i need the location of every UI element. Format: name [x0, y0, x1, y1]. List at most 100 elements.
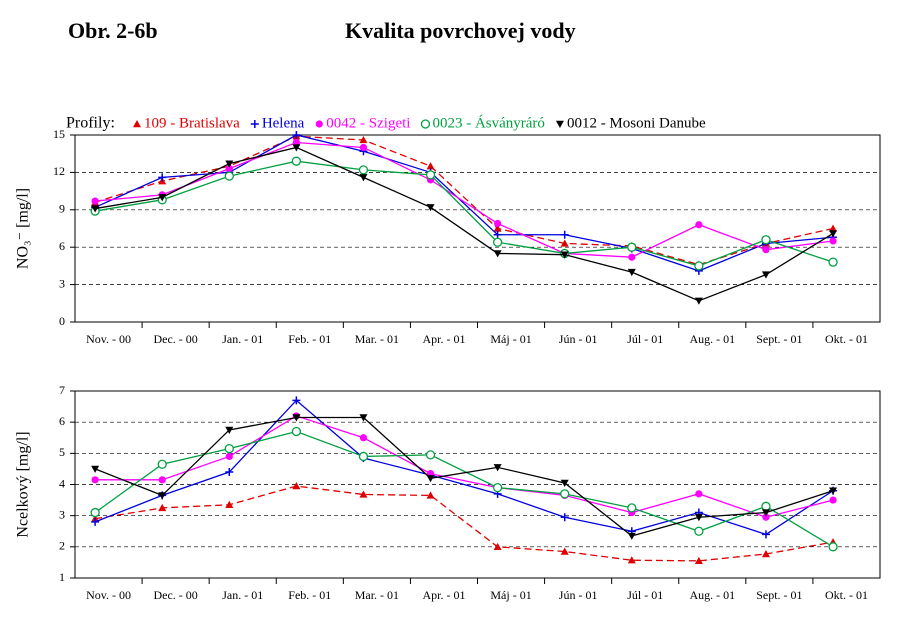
series-line	[95, 146, 834, 302]
marker	[762, 513, 770, 521]
marker	[627, 242, 637, 252]
marker	[694, 514, 703, 522]
legend-entry: 0023 - Ásványráró	[432, 114, 544, 131]
marker	[158, 492, 167, 500]
marker	[694, 526, 704, 536]
marker	[292, 482, 301, 490]
y-tick-label: 1	[59, 570, 65, 584]
marker	[426, 204, 435, 212]
marker	[828, 257, 838, 267]
marker	[358, 451, 369, 462]
x-tick-label: Jún - 01	[559, 588, 598, 602]
marker	[425, 170, 436, 180]
marker	[425, 450, 436, 460]
y-tick-label: 15	[53, 127, 65, 141]
x-tick-label: Okt. - 01	[825, 332, 868, 346]
marker	[358, 165, 369, 175]
x-tick-label: Jan. - 01	[222, 332, 263, 346]
x-tick-label: Apr. - 01	[422, 332, 465, 346]
series-line	[94, 135, 834, 266]
marker	[359, 434, 368, 442]
marker	[90, 507, 100, 518]
y-tick-label: 7	[59, 383, 65, 397]
marker	[158, 503, 167, 512]
x-tick-label: Jan. - 01	[222, 588, 263, 602]
x-tick-label: Nov. - 00	[86, 588, 131, 602]
y-tick-label: 5	[59, 445, 65, 459]
marker	[829, 224, 838, 232]
marker	[225, 468, 234, 477]
marker	[761, 509, 770, 517]
y-tick-label: 2	[59, 539, 65, 553]
marker	[158, 476, 166, 484]
marker	[829, 230, 838, 238]
marker	[91, 476, 99, 484]
legend-entry: 0012 - Mosoni Danube	[567, 115, 706, 131]
marker	[225, 500, 234, 508]
marker	[292, 144, 301, 152]
marker	[761, 530, 770, 539]
x-tick-label: Feb. - 01	[288, 332, 331, 346]
marker	[158, 173, 167, 182]
series-line	[95, 141, 834, 258]
marker	[560, 479, 569, 487]
marker	[560, 230, 569, 239]
marker	[829, 237, 837, 245]
x-tick-label: Feb. - 01	[288, 588, 331, 602]
marker	[426, 491, 435, 499]
x-tick-label: Máj - 01	[490, 588, 531, 602]
series-line	[94, 134, 834, 272]
x-tick-label: Sept. - 01	[756, 332, 802, 346]
marker	[291, 426, 302, 437]
x-tick-label: Mar. - 01	[355, 332, 399, 346]
y-tick-label: 12	[53, 164, 65, 178]
x-tick-label: Máj - 01	[490, 332, 531, 346]
marker	[560, 547, 569, 555]
y-axis-label: NO₃⁻ [mg/l]	[15, 188, 32, 269]
legend-entry: Helena	[262, 115, 305, 131]
marker	[359, 490, 368, 498]
marker	[493, 542, 502, 551]
x-tick-label: Apr. - 01	[422, 588, 465, 602]
marker	[493, 250, 502, 258]
marker	[560, 513, 569, 522]
marker	[560, 239, 569, 247]
marker	[555, 120, 564, 128]
marker	[560, 251, 569, 259]
marker	[91, 197, 99, 205]
marker	[292, 131, 301, 139]
marker	[157, 459, 167, 469]
marker	[225, 160, 234, 168]
marker	[694, 556, 703, 565]
marker	[292, 396, 301, 405]
marker	[627, 503, 637, 513]
marker	[158, 194, 167, 202]
marker	[224, 444, 234, 454]
marker	[426, 475, 435, 483]
marker	[359, 143, 368, 152]
x-tick-label: Sept. - 01	[756, 588, 802, 602]
marker	[628, 253, 636, 261]
figure-label: Obr. 2-6b	[68, 18, 158, 43]
y-tick-label: 3	[59, 276, 65, 290]
y-tick-label: 6	[59, 239, 65, 253]
y-tick-label: 9	[59, 202, 65, 216]
x-tick-label: Nov. - 00	[86, 332, 131, 346]
marker	[627, 556, 636, 564]
marker	[560, 489, 570, 499]
series-line	[95, 415, 834, 518]
y-tick-label: 0	[59, 314, 65, 328]
marker	[225, 426, 234, 434]
legend-label: Profily:	[66, 115, 115, 132]
x-tick-label: Okt. - 01	[825, 588, 868, 602]
plot-frame	[74, 134, 881, 323]
marker	[492, 237, 503, 247]
legend-entry: 109 - Bratislava	[144, 115, 240, 131]
y-axis-label: Ncelkový [mg/l]	[15, 431, 32, 537]
marker	[225, 452, 233, 461]
marker	[492, 482, 503, 493]
marker	[627, 268, 636, 277]
marker	[315, 120, 323, 128]
series-line	[94, 430, 834, 548]
